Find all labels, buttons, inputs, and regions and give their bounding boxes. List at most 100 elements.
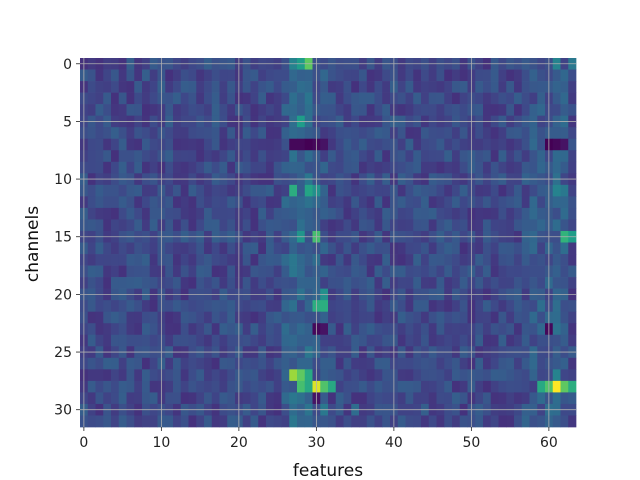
heatmap-cell (142, 196, 151, 209)
heatmap-cell (359, 254, 368, 266)
heatmap-cell (111, 150, 120, 163)
heatmap-cell (490, 392, 499, 405)
heatmap-cell (320, 138, 329, 151)
heatmap-cell (444, 277, 453, 289)
heatmap-cell (196, 92, 205, 105)
heatmap-cell (421, 334, 430, 347)
heatmap-cell (459, 138, 468, 151)
heatmap-cell (335, 369, 344, 382)
heatmap-cell (359, 311, 368, 324)
heatmap-cell (266, 380, 275, 393)
heatmap-cell (204, 150, 213, 163)
heatmap-cell (459, 184, 468, 197)
heatmap-cell (475, 311, 484, 324)
heatmap-cell (87, 161, 96, 174)
heatmap-cell (459, 127, 468, 140)
heatmap-cell (514, 104, 523, 117)
heatmap-cell (126, 219, 135, 232)
heatmap-cell (436, 81, 445, 93)
heatmap-cell (506, 242, 515, 255)
heatmap-cell (498, 161, 507, 174)
heatmap-cell (289, 184, 298, 197)
heatmap-cell (165, 104, 174, 117)
heatmap-cell (374, 392, 383, 405)
heatmap-cell (374, 334, 383, 347)
heatmap-cell (382, 104, 391, 117)
heatmap-cell (242, 242, 251, 255)
heatmap-cell (134, 380, 143, 393)
heatmap-cell (374, 242, 383, 255)
heatmap-cell (297, 392, 306, 405)
heatmap-cell (328, 415, 337, 428)
heatmap-cell (382, 254, 391, 266)
heatmap-cell (428, 369, 437, 382)
heatmap-cell (149, 392, 158, 405)
heatmap-cell (343, 369, 352, 382)
heatmap-cell (103, 92, 112, 105)
heatmap-cell (475, 334, 484, 347)
heatmap-cell (506, 184, 515, 197)
heatmap-cell (266, 127, 275, 140)
heatmap-cell (142, 380, 151, 393)
heatmap-cell (529, 207, 538, 220)
x-tick-label: 10 (152, 435, 170, 451)
heatmap-cell (111, 81, 120, 93)
heatmap-cell (204, 196, 213, 209)
heatmap-cell (273, 184, 282, 197)
heatmap-cell (483, 369, 492, 382)
heatmap-cell (188, 207, 197, 220)
heatmap-cell (335, 104, 344, 117)
heatmap-cell (444, 311, 453, 324)
heatmap-cell (498, 207, 507, 220)
heatmap-cell (552, 277, 561, 289)
heatmap-cell (568, 334, 577, 347)
heatmap-cell (521, 380, 530, 393)
heatmap-cell (483, 69, 492, 82)
heatmap-cell (343, 277, 352, 289)
heatmap-cell (196, 161, 205, 174)
heatmap-cell (266, 357, 275, 370)
heatmap-cell (258, 380, 267, 393)
heatmap-cell (382, 184, 391, 197)
heatmap-cell (180, 334, 189, 347)
heatmap-cell (382, 392, 391, 405)
heatmap-cell (560, 334, 569, 347)
y-tick-label: 10 (54, 172, 72, 188)
heatmap-cell (421, 219, 430, 232)
heatmap-cell (483, 161, 492, 174)
heatmap-cell (506, 150, 515, 163)
heatmap-cell (134, 254, 143, 266)
heatmap-cell (320, 380, 329, 393)
heatmap-cell (514, 242, 523, 255)
heatmap-cell (196, 415, 205, 428)
heatmap-cell (266, 323, 275, 336)
heatmap-cell (196, 357, 205, 370)
heatmap-cell (266, 277, 275, 289)
heatmap-cell (227, 196, 236, 209)
heatmap-cell (483, 415, 492, 428)
heatmap-cell (490, 104, 499, 117)
heatmap-cell (118, 323, 127, 336)
heatmap-cell (428, 300, 437, 313)
heatmap-cell (436, 380, 445, 393)
heatmap-cell (397, 311, 406, 324)
y-tick-label: 25 (54, 345, 72, 361)
heatmap-cell (537, 392, 546, 405)
heatmap-cell (351, 323, 360, 336)
heatmap-cell (149, 138, 158, 151)
heatmap-cell (405, 415, 414, 428)
heatmap-cell (304, 242, 313, 255)
heatmap-cell (180, 207, 189, 220)
heatmap-cell (560, 380, 569, 393)
heatmap-cell (250, 265, 259, 278)
heatmap-cell (428, 357, 437, 370)
heatmap-cell (436, 138, 445, 151)
heatmap-cell (173, 127, 182, 140)
heatmap-cell (405, 207, 414, 220)
heatmap-cell (498, 369, 507, 382)
heatmap-cell (359, 415, 368, 428)
heatmap-cell (452, 92, 461, 105)
heatmap-cell (490, 254, 499, 266)
heatmap-cell (568, 219, 577, 232)
heatmap-cell (289, 81, 298, 93)
